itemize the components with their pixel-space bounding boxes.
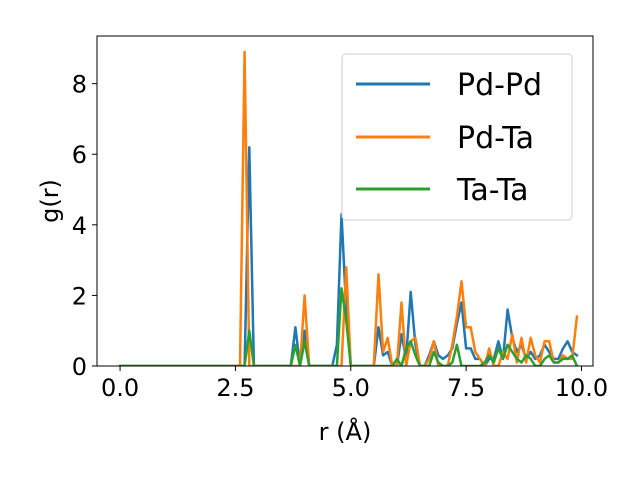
legend-label-ta-ta: Ta-Ta: [456, 173, 529, 208]
y-tick-label: 0: [72, 353, 87, 381]
x-tick-label: 2.5: [216, 374, 254, 402]
series-line-pd-ta: [118, 50, 579, 366]
plot-frame: [96, 35, 594, 367]
y-axis-label: g(r): [36, 179, 64, 223]
x-tick-label: 10.0: [555, 374, 608, 402]
legend: Pd-Pd Pd-Ta Ta-Ta: [341, 53, 573, 221]
y-tick-label: 2: [72, 282, 87, 310]
series-layer: [118, 50, 579, 366]
legend-box: [341, 53, 573, 221]
legend-label-pd-pd: Pd-Pd: [457, 68, 542, 103]
x-tick-label: 5.0: [332, 374, 370, 402]
y-tick-label: 6: [72, 141, 87, 169]
x-axis: 0.0 2.5 5.0 7.5 10.0: [101, 366, 608, 402]
y-tick-label: 4: [72, 212, 87, 240]
x-tick-label: 0.0: [101, 374, 139, 402]
x-axis-label: r (Å): [319, 417, 372, 446]
series-line-pd-pd: [118, 145, 579, 366]
series-line-ta-ta: [118, 287, 579, 366]
y-axis: 0 2 4 6 8: [72, 71, 97, 381]
legend-label-pd-ta: Pd-Ta: [457, 121, 534, 156]
x-tick-label: 7.5: [447, 374, 485, 402]
y-tick-label: 8: [72, 71, 87, 99]
